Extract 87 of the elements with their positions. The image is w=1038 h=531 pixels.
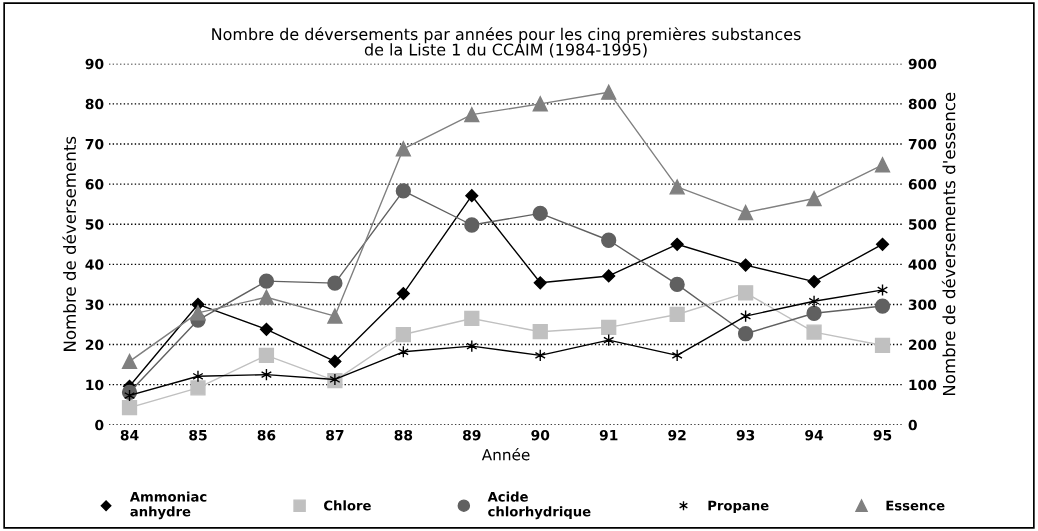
legend-label: Propane: [708, 500, 769, 514]
point: [670, 237, 684, 251]
point: [190, 380, 206, 396]
point: [532, 205, 548, 222]
x-tick-label: 92: [668, 429, 686, 441]
point: [808, 294, 820, 308]
x-axis-title: Année: [481, 448, 530, 461]
point: [669, 276, 685, 293]
point: [739, 258, 753, 272]
y2-tick-label: 400: [908, 259, 937, 270]
y-tick-label: 0: [95, 419, 104, 431]
point: [395, 141, 411, 157]
point: [327, 308, 343, 324]
x-tick-label: 95: [873, 429, 892, 441]
x-tick-label: 86: [257, 429, 276, 441]
point: [532, 324, 548, 340]
legend-label: Chlore: [324, 500, 371, 511]
y2-tick-label: 100: [909, 379, 937, 391]
point: [601, 232, 617, 248]
point: [464, 107, 480, 123]
legend-label: Essence: [886, 500, 945, 511]
y2-tick-label: 500: [908, 219, 937, 230]
chart-title: Nombre de déversements par années pour les cinq premières substances de la Liste 1 du CCAIM (1984-1995): [212, 27, 801, 58]
point: [532, 96, 548, 112]
y-tick-label: 80: [85, 98, 104, 110]
y2-tick-label: 200: [909, 339, 937, 351]
point: [121, 353, 138, 370]
point: [737, 285, 754, 301]
y-tick-label: 60: [85, 179, 104, 190]
y-tick-label: 90: [85, 58, 104, 70]
x-tick-label: 90: [531, 429, 550, 441]
y-tick-label: 70: [85, 138, 104, 150]
point: [875, 237, 890, 251]
point: [669, 306, 685, 323]
point: [601, 319, 617, 335]
x-tick-label: 91: [599, 429, 618, 441]
x-tick-label: 93: [736, 429, 755, 441]
point: [737, 204, 754, 221]
point: [258, 347, 275, 364]
x-tick-label: 88: [394, 429, 413, 441]
point: [602, 269, 616, 283]
point: [669, 179, 685, 195]
y2-tick-label: 600: [908, 179, 937, 190]
point: [807, 274, 821, 289]
point: [396, 287, 410, 301]
x-tick-label: 89: [462, 429, 481, 441]
point: [121, 399, 138, 416]
legend-label: Acide chlorhydrique: [487, 491, 591, 520]
point: [258, 289, 275, 305]
x-tick-label: 94: [805, 429, 824, 441]
point: [465, 189, 479, 203]
point: [259, 322, 274, 336]
y-tick-label: 50: [85, 219, 104, 230]
point: [328, 354, 342, 368]
point: [395, 183, 411, 199]
y-tick-label: 10: [86, 379, 104, 391]
y2-tick-label: 800: [908, 98, 937, 110]
point: [874, 337, 891, 354]
point: [601, 84, 617, 100]
point: [737, 326, 754, 342]
y-tick-label: 20: [85, 339, 104, 351]
point: [464, 310, 480, 327]
x-tick-label: 85: [189, 429, 207, 441]
y2-tick-label: 300: [908, 299, 937, 310]
point: [874, 298, 891, 314]
y2-tick-label: 900: [908, 58, 937, 70]
point: [395, 326, 411, 343]
y-tick-label: 40: [85, 259, 104, 270]
point: [533, 276, 547, 290]
point: [874, 157, 891, 173]
y2-tick-label: 0: [908, 419, 917, 431]
point: [464, 217, 480, 233]
legend-label: Ammoniac anhydre: [129, 491, 207, 520]
y-axis-title: Nombre de déversements: [62, 136, 77, 351]
point: [327, 275, 343, 291]
point: [806, 324, 822, 340]
x-tick-label: 87: [326, 429, 344, 441]
y2-tick-label: 700: [908, 138, 937, 150]
point: [671, 349, 683, 362]
x-tick-label: 84: [120, 429, 139, 441]
point: [190, 305, 206, 321]
point: [806, 305, 822, 321]
y2-axis-title: Nombre de déversements d'essence: [941, 92, 956, 396]
point: [806, 190, 822, 207]
point: [258, 273, 275, 289]
y-tick-label: 30: [85, 299, 104, 310]
point: [192, 370, 204, 383]
